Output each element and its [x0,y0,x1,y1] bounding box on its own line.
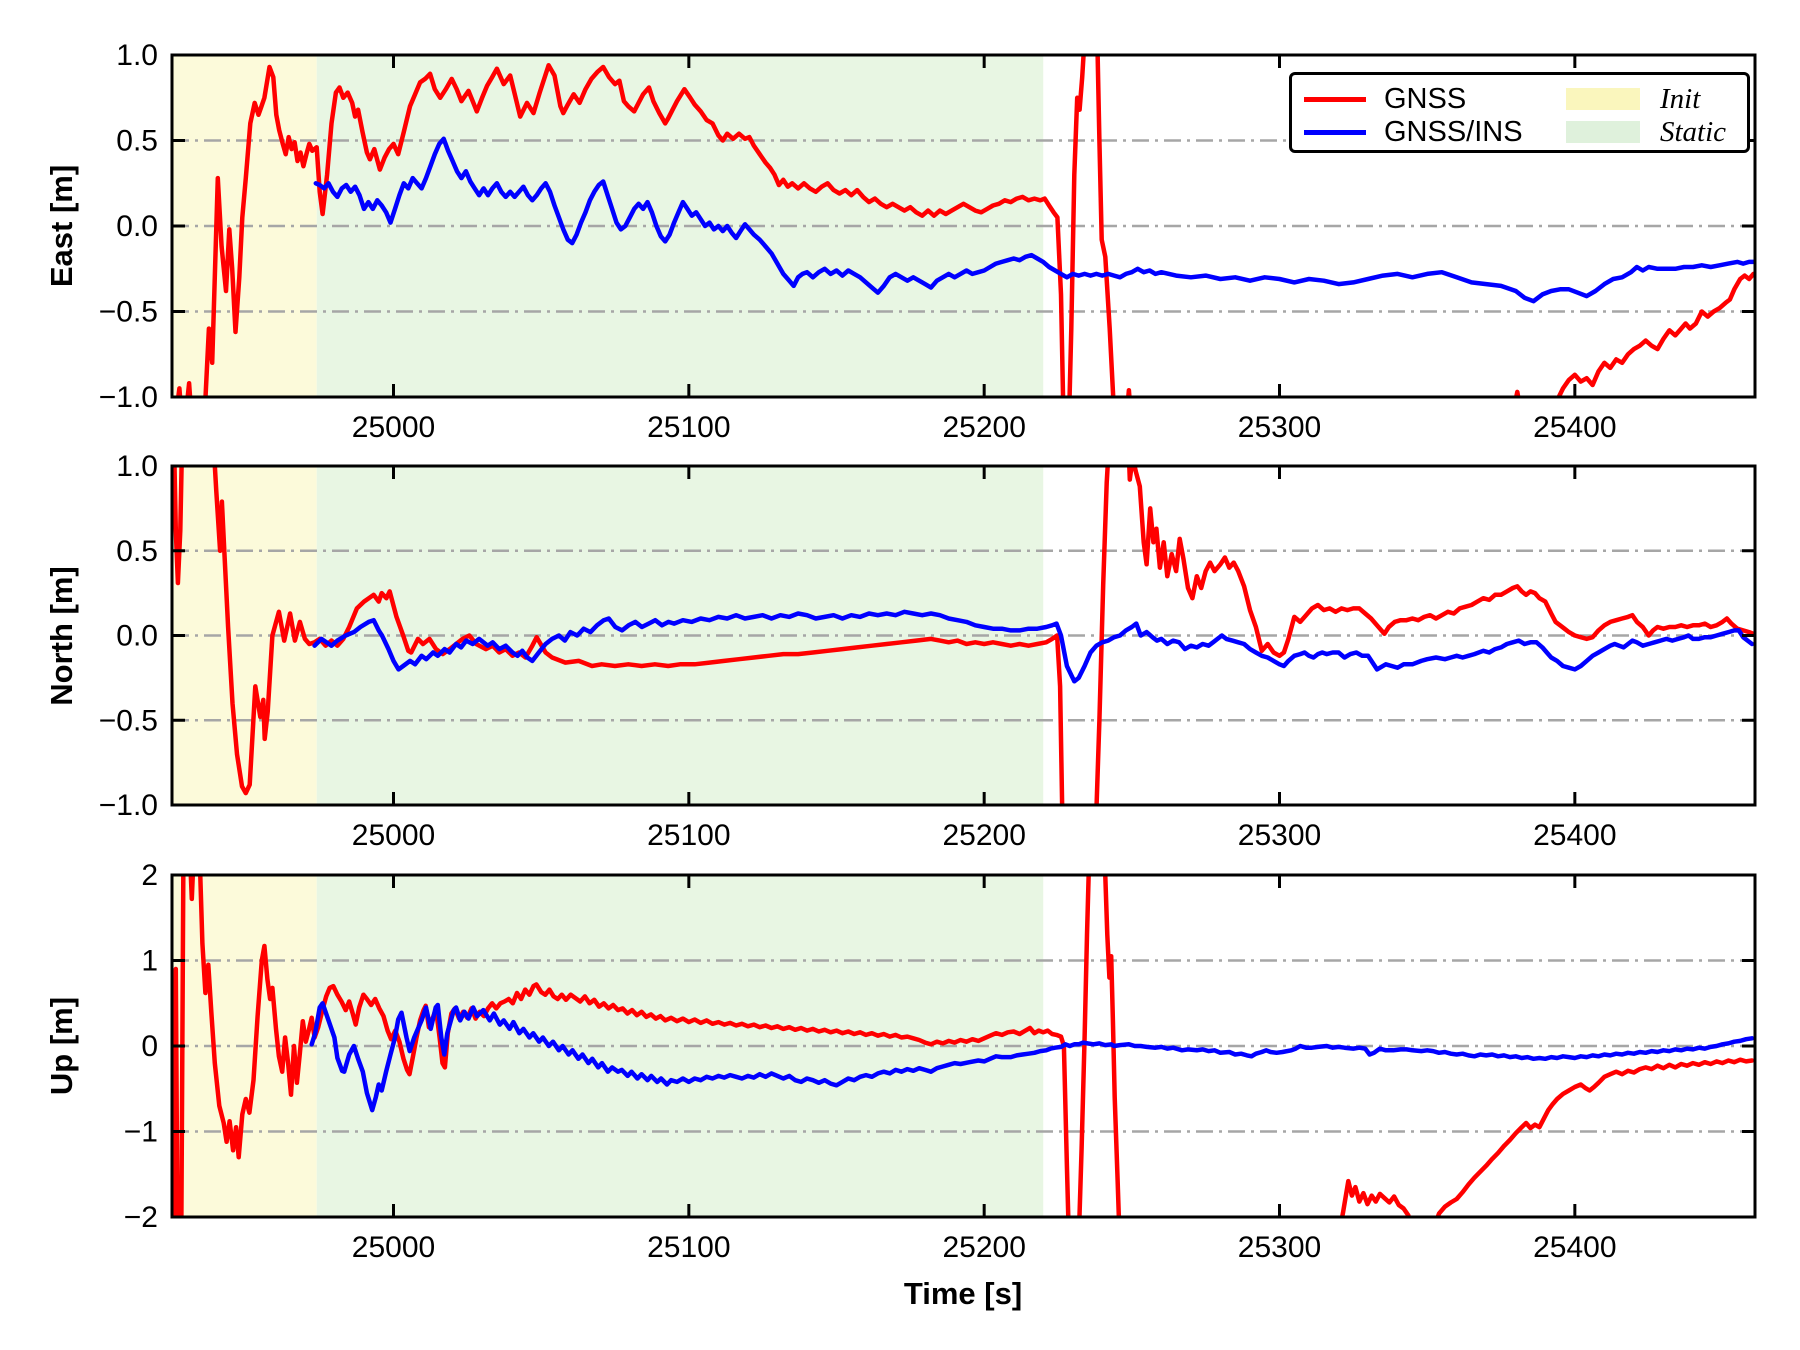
up-gnss-ins-line [309,1001,1755,1113]
x-tick-label: 25100 [647,1231,730,1264]
y-tick-label: 0.5 [116,125,158,158]
gnss-ins-line-swatch [1304,130,1366,135]
y-tick-label: 0.5 [116,535,158,568]
x-tick-label: 25300 [1238,819,1321,852]
up-gnss-line [172,875,1755,1217]
x-tick-label: 25200 [942,411,1025,444]
y-tick-label: −2 [124,1201,158,1234]
gnss-ins-legend-label: GNSS/INS [1384,116,1523,148]
static-region [316,875,1044,1217]
x-tick-label: 25000 [352,819,435,852]
x-tick-label: 25300 [1238,411,1321,444]
x-tick-label: 25400 [1533,819,1616,852]
x-tick-label: 25000 [352,411,435,444]
x-tick-label: 25000 [352,1231,435,1264]
y-tick-label: −1.0 [99,381,158,414]
x-tick-label: 25400 [1533,411,1616,444]
y-tick-label: 1 [141,945,158,978]
east-subplot: 25000 25100 25200 25300 25400 1.0 0.5 0.0 −0.5 −1… [99,39,1757,444]
y-tick-label: −1 [124,1116,158,1149]
x-tick-label: 25100 [647,819,730,852]
north-axis-label: North [m] [44,565,79,706]
x-tick-label: 25400 [1533,1231,1616,1264]
up-subplot: 25000 25100 25200 25300 25400 2 1 0 −1 −2 [124,859,1757,1264]
y-tick-label: −0.5 [99,704,158,737]
east-gnss-ins-line [313,136,1755,304]
x-tick-label: 25200 [942,819,1025,852]
y-tick-label: 0 [141,1030,158,1063]
legend: GNSS GNSS/INS Init Static [1289,72,1750,153]
y-tick-label: −0.5 [99,296,158,329]
y-tick-label: 0.0 [116,620,158,653]
gnss-line-swatch [1304,97,1366,102]
y-tick-label: 0.0 [116,210,158,243]
init-patch-swatch [1566,88,1640,110]
static-region [316,55,1044,397]
north-gnss-ins-line [312,609,1755,684]
x-tick-label: 25100 [647,411,730,444]
east-axis-label: East [m] [44,164,79,288]
static-region [316,466,1044,805]
y-tick-label: 1.0 [116,450,158,483]
north-subplot: 25000 25100 25200 25300 25400 1.0 0.5 0.0 −0.5 −1… [99,450,1757,852]
y-tick-label: 1.0 [116,39,158,72]
east-gnss-line [176,55,1755,397]
y-tick-label: −1.0 [99,789,158,822]
init-legend-label: Init [1660,83,1701,115]
time-axis-label: Time [s] [903,1276,1023,1311]
y-tick-label: 2 [141,859,158,892]
x-tick-label: 25200 [942,1231,1025,1264]
up-axis-label: Up [m] [44,996,79,1096]
static-patch-swatch [1566,121,1640,143]
gnss-legend-label: GNSS [1384,83,1467,115]
static-legend-label: Static [1660,116,1727,148]
x-tick-label: 25300 [1238,1231,1321,1264]
north-gnss-line [172,466,1755,805]
